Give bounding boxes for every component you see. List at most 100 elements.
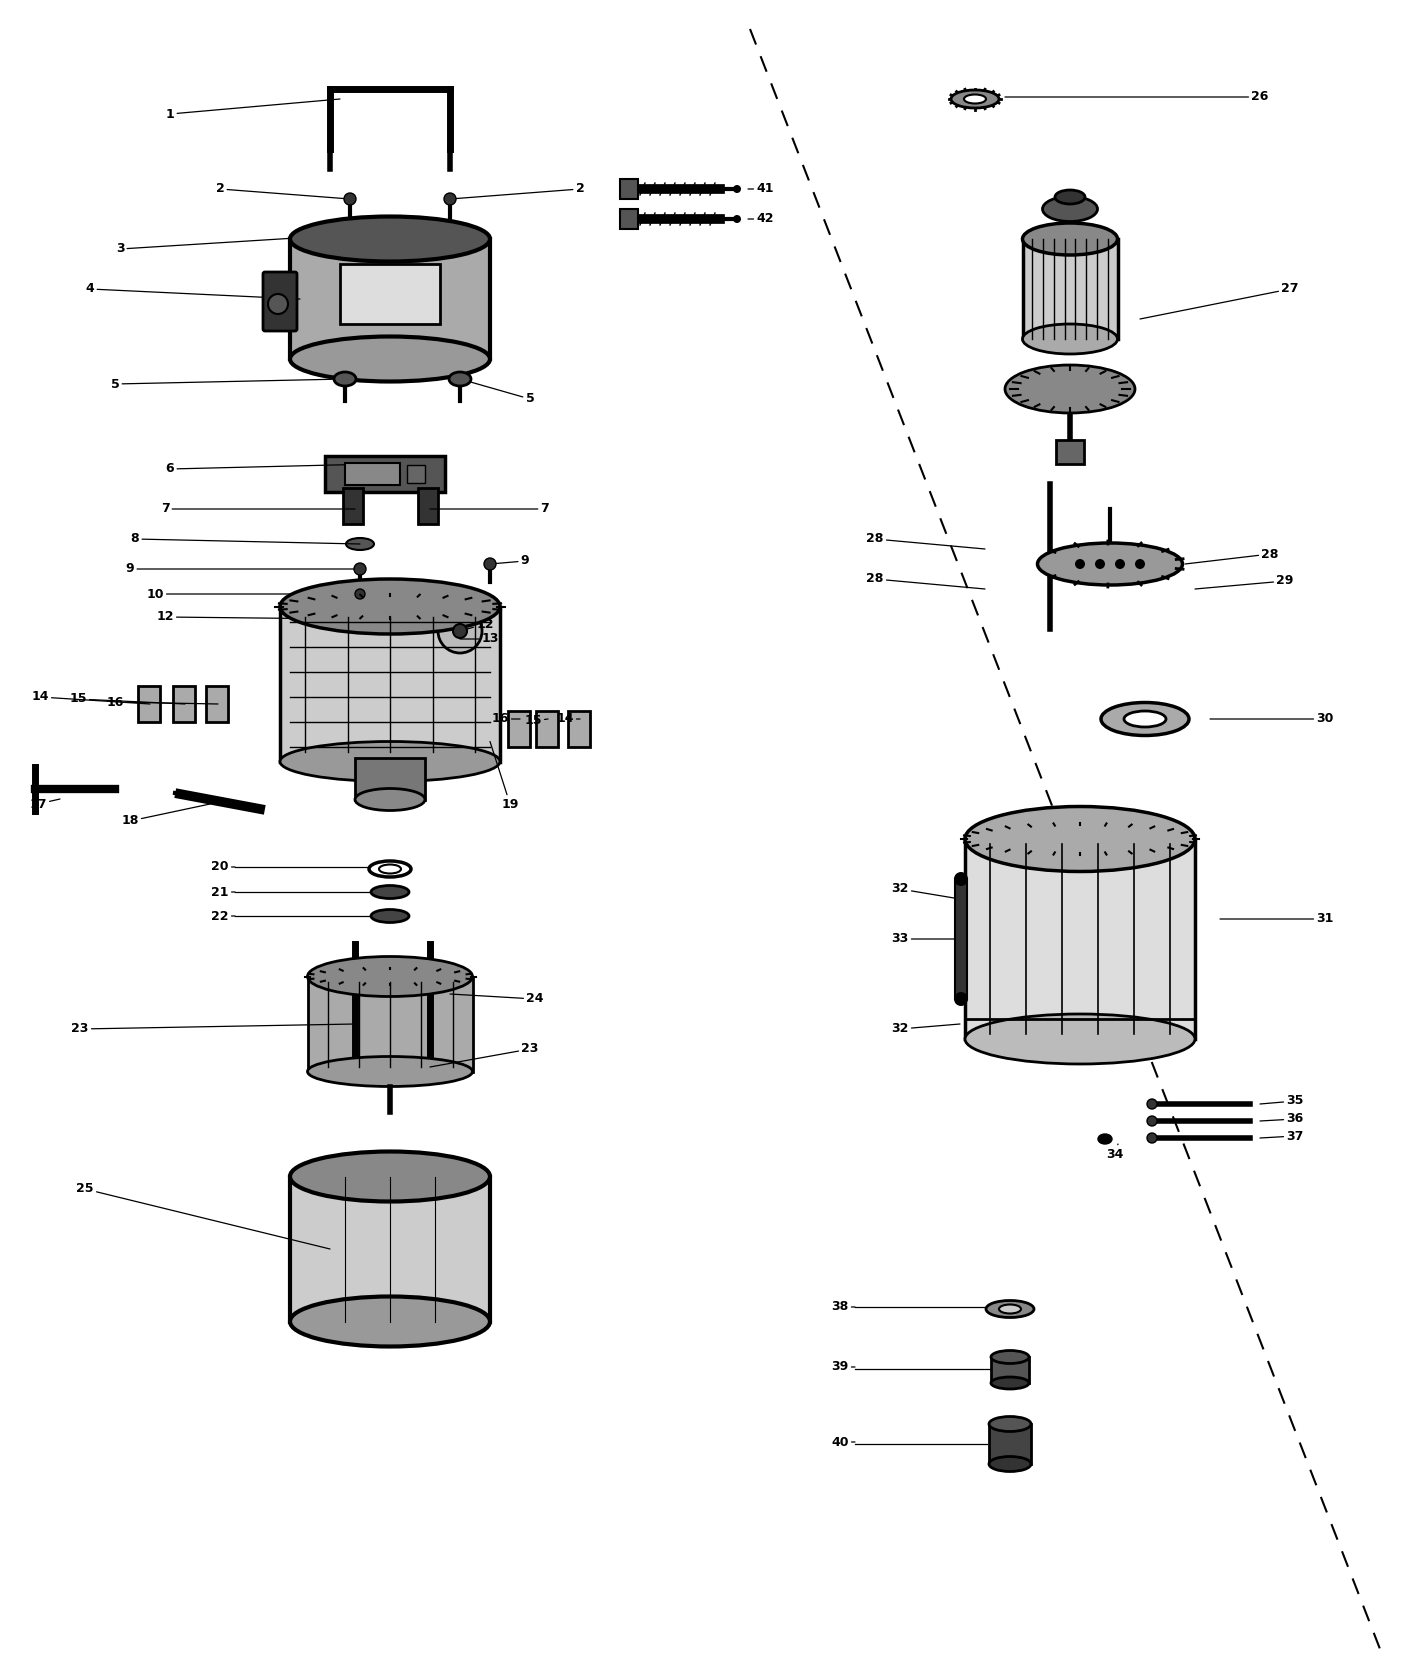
Ellipse shape — [964, 94, 986, 104]
Circle shape — [453, 625, 467, 638]
Ellipse shape — [289, 1296, 490, 1347]
Text: 17: 17 — [30, 798, 60, 811]
Text: 31: 31 — [1220, 912, 1334, 925]
Text: 5: 5 — [460, 379, 535, 406]
Ellipse shape — [335, 613, 365, 625]
Bar — [138, 687, 160, 722]
Circle shape — [1147, 1117, 1156, 1127]
Text: 42: 42 — [748, 213, 773, 225]
Ellipse shape — [965, 806, 1195, 871]
Bar — [620, 180, 639, 200]
Ellipse shape — [289, 1152, 490, 1202]
Ellipse shape — [989, 1417, 1032, 1432]
Circle shape — [438, 609, 482, 653]
Bar — [173, 687, 194, 722]
Ellipse shape — [268, 294, 288, 314]
Bar — [280, 606, 499, 762]
Text: 34: 34 — [1107, 1143, 1124, 1160]
Text: 8: 8 — [131, 532, 360, 546]
Text: 27: 27 — [1139, 282, 1298, 319]
Text: 37: 37 — [1260, 1130, 1304, 1142]
Bar — [419, 489, 438, 524]
Circle shape — [1147, 1133, 1156, 1143]
Bar — [955, 880, 966, 999]
Text: 36: 36 — [1260, 1113, 1304, 1125]
Text: 28: 28 — [867, 532, 985, 549]
Bar — [407, 465, 426, 484]
Bar — [308, 977, 473, 1071]
Ellipse shape — [355, 789, 426, 811]
Text: 39: 39 — [832, 1360, 856, 1373]
Text: 20: 20 — [211, 861, 236, 873]
Circle shape — [355, 589, 365, 599]
Ellipse shape — [990, 1350, 1029, 1363]
Text: 23: 23 — [71, 1023, 355, 1036]
Circle shape — [353, 562, 366, 574]
Text: 35: 35 — [1260, 1095, 1304, 1108]
Text: 38: 38 — [832, 1301, 856, 1313]
Ellipse shape — [1043, 196, 1097, 222]
Ellipse shape — [346, 537, 375, 551]
Text: 13: 13 — [460, 633, 498, 645]
Circle shape — [1076, 559, 1086, 569]
Text: 32: 32 — [891, 883, 961, 898]
Ellipse shape — [1124, 710, 1166, 727]
Text: 16: 16 — [106, 695, 219, 709]
Ellipse shape — [370, 885, 409, 898]
Bar — [325, 457, 446, 492]
Text: 5: 5 — [111, 378, 345, 391]
Text: 10: 10 — [146, 588, 360, 601]
Text: 9: 9 — [490, 554, 529, 568]
Bar — [355, 757, 426, 799]
Bar — [1023, 238, 1118, 339]
Bar — [289, 238, 490, 359]
Ellipse shape — [280, 579, 499, 635]
Text: 28: 28 — [1185, 547, 1279, 564]
Text: 18: 18 — [121, 804, 210, 828]
Text: 40: 40 — [832, 1436, 856, 1449]
Bar — [289, 1177, 490, 1321]
Text: 4: 4 — [85, 282, 299, 299]
Ellipse shape — [448, 373, 471, 386]
Text: 15: 15 — [524, 715, 548, 727]
Circle shape — [734, 185, 741, 193]
Text: 32: 32 — [891, 1023, 961, 1036]
Text: 14: 14 — [31, 690, 150, 704]
Circle shape — [1115, 559, 1125, 569]
Ellipse shape — [1005, 364, 1135, 413]
Ellipse shape — [333, 373, 356, 386]
Text: 21: 21 — [211, 885, 236, 898]
Ellipse shape — [1098, 1133, 1112, 1143]
Text: 14: 14 — [556, 712, 580, 725]
Text: 7: 7 — [430, 502, 549, 515]
Bar — [965, 840, 1195, 1039]
Text: 41: 41 — [748, 183, 773, 195]
Ellipse shape — [370, 910, 409, 922]
Bar — [341, 264, 440, 324]
Text: 30: 30 — [1210, 712, 1334, 725]
Ellipse shape — [289, 217, 490, 262]
Bar — [620, 208, 639, 228]
Circle shape — [1147, 1100, 1156, 1110]
Text: 22: 22 — [211, 910, 236, 922]
Circle shape — [343, 193, 356, 205]
Circle shape — [954, 871, 968, 887]
Bar — [345, 463, 400, 485]
Ellipse shape — [308, 957, 473, 997]
Ellipse shape — [308, 1056, 473, 1086]
Ellipse shape — [1054, 190, 1086, 205]
Text: 7: 7 — [160, 502, 355, 515]
Bar — [568, 710, 590, 747]
Bar — [343, 489, 363, 524]
Text: 23: 23 — [430, 1043, 539, 1066]
Bar — [206, 687, 228, 722]
Text: 1: 1 — [166, 99, 341, 121]
Text: 24: 24 — [450, 992, 543, 1006]
Bar — [536, 710, 558, 747]
Text: 19: 19 — [490, 742, 519, 811]
FancyBboxPatch shape — [263, 272, 297, 331]
Circle shape — [1135, 559, 1145, 569]
Circle shape — [954, 992, 968, 1006]
Bar — [990, 1357, 1029, 1383]
Ellipse shape — [986, 1301, 1034, 1318]
